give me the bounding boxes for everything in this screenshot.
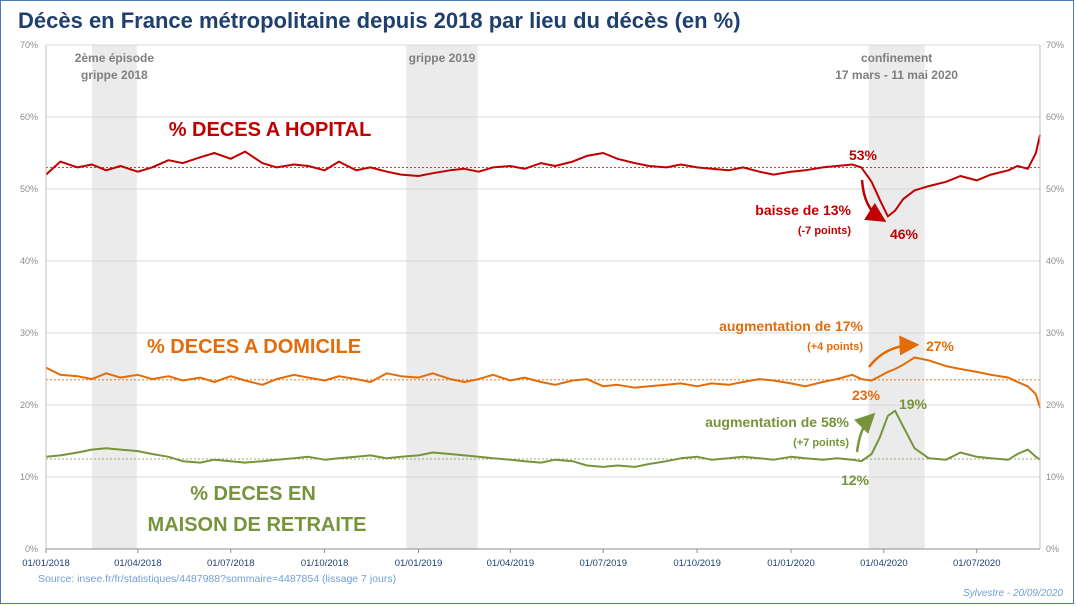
retraite-points-label: (+7 points) [793,437,849,449]
x-tick-label: 01/01/2020 [767,558,815,569]
period-labels: 2ème épisode grippe 2018 grippe 2019 confin… [75,51,959,82]
period-label-2-0: confinement [861,51,932,65]
domicile-start-pct: 23% [852,387,881,403]
y-tick-left: 20% [20,400,38,410]
retraite-start-pct: 12% [841,472,870,488]
x-tick-label: 01/10/2019 [673,558,721,569]
y-tick-left: 30% [20,328,38,338]
period-band-0 [91,45,137,549]
hopital-points-label: (-7 points) [798,225,851,237]
retraite-series-label-line2: MAISON DE RETRAITE [148,514,367,536]
period-band-2 [868,45,925,549]
y-tick-right: 10% [1046,472,1064,482]
period-label-0-0: 2ème épisode [75,51,155,65]
y-tick-left: 50% [20,184,38,194]
retraite-high-pct: 19% [899,396,928,412]
hopital-start-pct: 53% [849,147,878,163]
y-tick-left: 10% [20,472,38,482]
domicile-high-pct: 27% [926,338,955,354]
x-tick-label: 01/04/2019 [487,558,535,569]
y-tick-left: 70% [20,40,38,50]
chart-title: Décès en France métropolitaine depuis 20… [18,8,741,33]
signature: Sylvestre - 20/09/2020 [963,588,1063,599]
x-tick-label: 01/07/2018 [207,558,255,569]
period-label-2-1: 17 mars - 11 mai 2020 [835,68,958,82]
hopital-series-label: % DECES A HOPITAL [169,119,372,141]
x-tick-label: 01/01/2018 [22,558,70,569]
period-bands [91,45,925,549]
x-tick-label: 01/01/2019 [395,558,443,569]
axes: 0% 0% 10% 10% 20% 20% 30% 30% 40% 40% 50% 50% 60% 60%… [20,40,1064,569]
domicile-arrow [868,335,920,368]
domicile-change-label: augmentation de 17% [719,318,863,334]
hopital-low-pct: 46% [890,226,919,242]
y-tick-right: 70% [1046,40,1064,50]
hopital-arrow [860,179,887,222]
x-tick-label: 01/10/2018 [301,558,349,569]
x-tick-label: 01/07/2019 [579,558,627,569]
period-label-1-0: grippe 2019 [409,51,476,65]
y-tick-right: 20% [1046,400,1064,410]
series-line-2 [45,409,1041,468]
domicile-series-label: % DECES A DOMICILE [147,336,361,358]
y-tick-right: 40% [1046,256,1064,266]
retraite-change-label: augmentation de 58% [705,414,849,430]
series-line-0 [45,134,1041,218]
source-note: Source: insee.fr/fr/statistiques/4487988… [38,573,396,585]
domicile-points-label: (+4 points) [807,341,863,353]
x-tick-label: 01/04/2018 [114,558,162,569]
y-tick-left: 40% [20,256,38,266]
x-tick-label: 01/04/2020 [860,558,908,569]
y-tick-right: 30% [1046,328,1064,338]
series-lines [45,134,1041,468]
retraite-arrow [854,412,876,453]
y-tick-right: 50% [1046,184,1064,194]
x-tick-label: 01/07/2020 [953,558,1001,569]
y-tick-right: 0% [1046,544,1059,554]
period-label-0-1: grippe 2018 [81,68,148,82]
y-tick-left: 60% [20,112,38,122]
y-tick-left: 0% [25,544,38,554]
hopital-change-label: baisse de 13% [755,202,851,218]
period-band-1 [406,45,478,549]
y-tick-right: 60% [1046,112,1064,122]
series-line-1 [45,356,1041,409]
retraite-series-label-line1: % DECES EN [190,483,316,505]
